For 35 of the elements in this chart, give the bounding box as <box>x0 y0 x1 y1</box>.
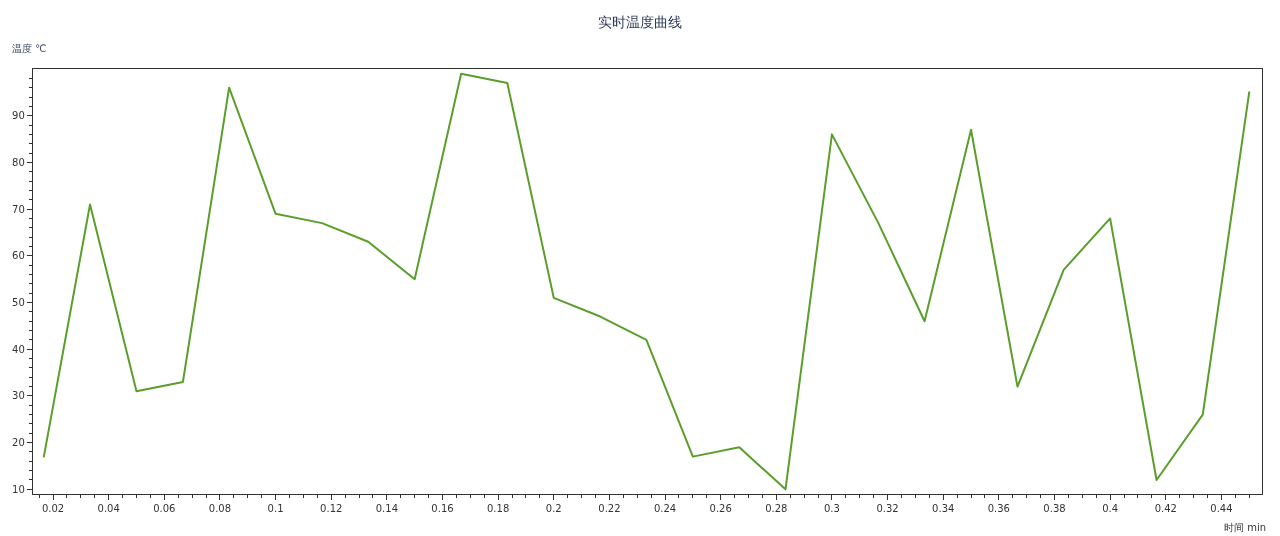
x-tick-label: 0.2 <box>545 503 562 515</box>
x-tick-label: 0.24 <box>653 503 677 515</box>
y-tick-label: 40 <box>12 343 25 355</box>
x-tick-label: 0.44 <box>1210 503 1233 515</box>
y-tick-label: 50 <box>12 297 25 309</box>
chart-title: 实时温度曲线 <box>598 13 682 30</box>
y-tick-label: 30 <box>12 390 25 402</box>
y-tick-label: 20 <box>12 437 25 449</box>
x-tick-label: 0.32 <box>876 503 899 515</box>
y-tick-label: 10 <box>12 483 25 495</box>
x-tick-label: 0.4 <box>1102 503 1119 515</box>
y-tick-label: 90 <box>12 110 25 122</box>
x-tick-label: 0.36 <box>987 503 1010 515</box>
y-tick-label: 80 <box>12 156 25 168</box>
x-tick-label: 0.34 <box>932 503 955 515</box>
y-tick-label: 60 <box>12 250 25 262</box>
x-tick-label: 0.28 <box>765 503 788 515</box>
y-tick-label: 70 <box>12 203 25 215</box>
x-tick-label: 0.3 <box>823 503 840 515</box>
x-tick-label: 0.12 <box>320 503 343 515</box>
x-tick-label: 0.22 <box>598 503 621 515</box>
x-tick-label: 0.1 <box>267 503 284 515</box>
line-series <box>42 72 1251 491</box>
x-tick-label: 0.26 <box>709 503 732 515</box>
x-axis-title: 时间 min <box>1224 522 1267 533</box>
y-axis-title: 温度 ℃ <box>12 43 47 54</box>
x-tick-label: 0.04 <box>97 503 120 515</box>
x-tick-label: 0.18 <box>486 503 510 515</box>
x-tick-label: 0.42 <box>1154 503 1177 515</box>
x-tick-label: 0.38 <box>1043 503 1066 515</box>
x-tick-label: 0.16 <box>431 503 454 515</box>
x-tick-label: 0.02 <box>41 503 65 515</box>
x-tick-label: 0.14 <box>375 503 398 515</box>
x-tick-label: 0.08 <box>208 503 232 515</box>
x-tick-label: 0.06 <box>153 503 176 515</box>
